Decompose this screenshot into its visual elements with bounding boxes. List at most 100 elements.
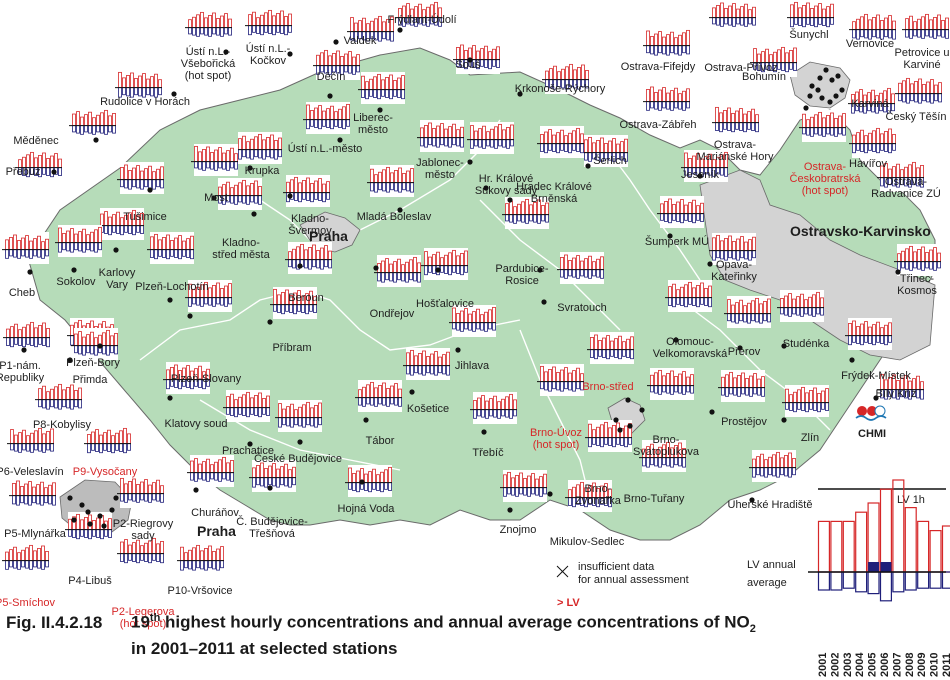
- station-dot: [873, 395, 879, 401]
- station-label-line: Valdek: [344, 35, 377, 47]
- station-label: Plzeň-Lochotín: [135, 281, 208, 293]
- station-dot: [113, 247, 119, 253]
- station-chart: [9, 478, 56, 510]
- station-label-line: P8-Kobylisy: [33, 419, 92, 431]
- legend-bar-annual: [941, 571, 950, 589]
- legend-year-tick: 2001: [817, 653, 829, 677]
- chart-bg: [120, 476, 164, 508]
- station-chart: [55, 225, 102, 257]
- station-label: Ústí n.L.-Všebořická (hot spot): [181, 45, 236, 82]
- station-dot: [171, 91, 177, 97]
- chart-bg: [503, 470, 547, 502]
- station-label-line: Třebíč: [472, 447, 504, 459]
- station-chart: [585, 420, 632, 452]
- station-dot: [101, 523, 107, 529]
- station-label-line: Ondřejov: [370, 308, 415, 320]
- chart-bg: [780, 290, 824, 322]
- station-label-line: Rosice: [505, 275, 539, 287]
- station-chart: [718, 370, 765, 402]
- legend-bar-hourly: [855, 511, 868, 573]
- station-chart: [750, 45, 797, 77]
- station-chart: [163, 362, 210, 394]
- station-dot: [737, 345, 743, 351]
- station-chart: [147, 232, 194, 264]
- station-label: Přimda: [73, 374, 109, 386]
- station-chart: [367, 165, 414, 197]
- station-label-line: Rudolice v Horách: [100, 96, 190, 108]
- station-dot: [781, 417, 787, 423]
- station-chart: [7, 426, 54, 458]
- chmi-logo-text: CHMI: [858, 428, 886, 440]
- station-label-line: Sokolov: [56, 276, 96, 288]
- station-dot: [585, 163, 591, 169]
- station-label: Krupka: [245, 165, 281, 177]
- station-label: P8-Kobylisy: [33, 419, 92, 431]
- station-dot: [363, 417, 369, 423]
- station-label: P5-Smíchov: [0, 597, 55, 609]
- station-label-line: Kosmos: [897, 285, 937, 297]
- station-chart: [500, 470, 547, 502]
- legend-lv-annual-1: LV annual: [747, 559, 796, 571]
- caption-title-1: highest hourly concentrations and annual…: [160, 612, 750, 632]
- station-dot: [435, 267, 441, 273]
- station-label: P9-Vysočany: [73, 466, 138, 478]
- station-chart: [782, 385, 829, 417]
- station-chart: [449, 305, 496, 337]
- station-chart: [657, 196, 704, 228]
- station-label-line: Plzeň-Slovany: [171, 373, 242, 385]
- station-dot: [467, 159, 473, 165]
- station-chart: [3, 320, 50, 352]
- station-chart: [877, 160, 924, 192]
- station-chart: [681, 150, 728, 182]
- station-chart: [643, 28, 690, 60]
- station-label-line: Ostrava-Přívoz: [704, 62, 777, 74]
- legend-bar-annual: [929, 571, 942, 589]
- station-label: P4-Libuš: [68, 575, 112, 587]
- station-label-line: P6-Veleslavín: [0, 466, 64, 478]
- chart-bg: [72, 108, 116, 140]
- station-dot: [167, 297, 173, 303]
- station-dot: [835, 73, 841, 79]
- station-label-line: Všebořická: [181, 58, 236, 70]
- station-chart: [115, 70, 162, 102]
- station-label-line: Znojmo: [500, 524, 537, 536]
- station-dot: [455, 347, 461, 353]
- station-label-line: Kočkov: [250, 55, 287, 67]
- station-label-line: Jablonec-: [416, 157, 464, 169]
- station-dot: [397, 207, 403, 213]
- station-label-line: Radvanice ZÚ: [871, 187, 941, 200]
- station-label-line: Jeseník: [681, 169, 719, 181]
- station-label-line: Prostějov: [721, 416, 767, 428]
- station-chart: [799, 110, 846, 142]
- station-label: Jablonec-město: [416, 157, 464, 181]
- station-label: Studénka: [783, 338, 830, 350]
- station-label-line: (hot spot): [185, 70, 231, 82]
- station-dot: [809, 83, 815, 89]
- station-dot: [67, 357, 73, 363]
- ostrava-inset-area: [789, 61, 851, 109]
- station-dot: [251, 211, 257, 217]
- legend-bar-annual: [917, 571, 930, 589]
- station-label-line: Ostrava-Zábřeh: [619, 119, 696, 131]
- station-label-line: Havířov: [849, 158, 887, 170]
- station-chart: [848, 86, 895, 118]
- legend-bar-hourly: [929, 529, 942, 573]
- station-label-line: Opava-: [716, 259, 752, 271]
- station-dot: [895, 269, 901, 275]
- station-dot: [617, 427, 623, 433]
- station-dot: [337, 137, 343, 143]
- station-dot: [467, 57, 473, 63]
- station-label-line: Bohumín: [742, 71, 786, 83]
- station-label: Ostrava-Přívoz: [704, 62, 777, 74]
- legend-bar-hourly: [830, 520, 843, 573]
- station-label-line: P1-nám.: [0, 360, 41, 372]
- chart-bg: [848, 318, 892, 350]
- station-label: Děčín: [317, 71, 346, 83]
- station-label: Prostějov: [721, 416, 767, 428]
- station-chart: [355, 380, 402, 412]
- legend-bar-exceed: [868, 562, 879, 572]
- station-chart: [117, 162, 164, 194]
- station-dot: [625, 397, 631, 403]
- station-dots: [21, 27, 901, 529]
- station-label-line: Český Těšín: [886, 110, 947, 123]
